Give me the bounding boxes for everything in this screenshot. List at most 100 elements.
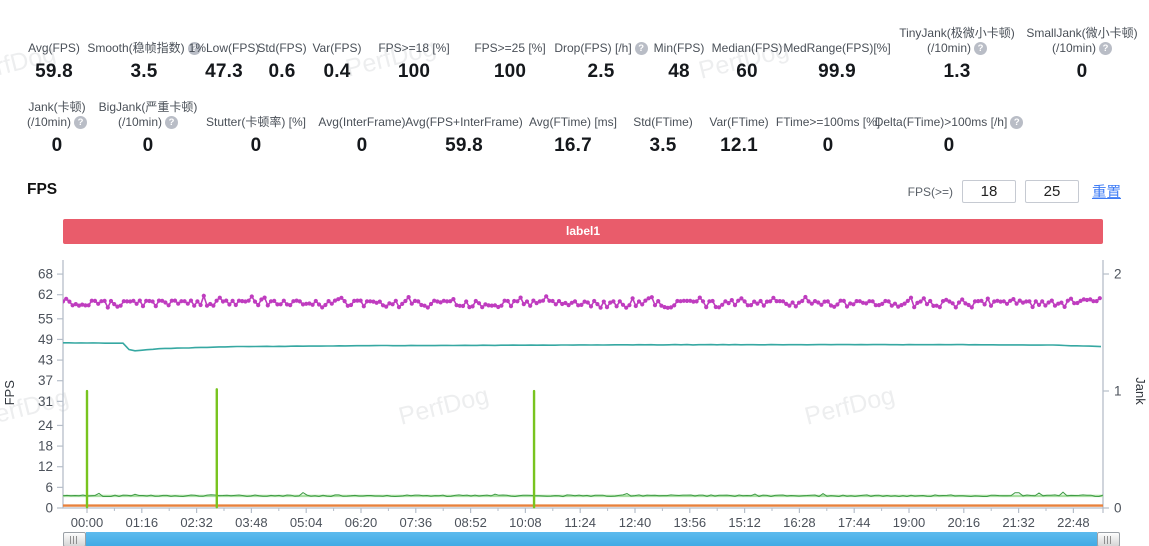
metric-value: 0 [250,135,262,156]
metrics-row-2: Jank(卡顿)?(/10min)?0 BigJank(严重卡顿)?(/10mi… [14,96,1149,157]
grip-icon [1104,535,1113,544]
svg-text:68: 68 [38,267,53,282]
metric-value: 48 [668,61,690,82]
help-icon[interactable]: ? [165,116,178,129]
metric-avg-fps: Avg(FPS)??59.8 [14,22,94,83]
metric-label-line2: (/10min) [926,41,971,55]
metric-std-fps: Std(FPS)??0.6 [254,22,310,83]
svg-text:07:36: 07:36 [400,515,433,530]
svg-text:10:08: 10:08 [509,515,542,530]
metric-fps-ge-18: FPS>=18 [%]??100 [364,22,464,83]
metric-label: Stutter(卡顿率) [%] [205,115,306,129]
metric-median-fps: Median(FPS)??60 [711,22,783,83]
grip-icon [70,535,79,544]
metric-value: 0 [822,135,834,156]
metric-var-fps: Var(FPS)??0.4 [310,22,364,83]
metric-value: 0.4 [323,61,351,82]
svg-text:13:56: 13:56 [674,515,707,530]
metric-avg-fps-interframe: Avg(FPS+InterFrame)??59.8 [405,96,523,157]
metric-label: Avg(FPS) [28,41,80,55]
metric-avg-interframe: Avg(InterFrame)??0 [316,96,408,157]
metric-smooth: Smooth(稳帧指数)??3.5 [87,22,201,83]
svg-text:00:00: 00:00 [71,515,104,530]
svg-text:18: 18 [38,439,53,454]
svg-text:22:48: 22:48 [1057,515,1090,530]
metric-value: 100 [397,61,431,82]
metric-value: 1.3 [943,61,971,82]
svg-text:20:16: 20:16 [948,515,981,530]
svg-text:06:20: 06:20 [345,515,378,530]
help-icon[interactable]: ? [187,42,201,55]
metric-label: Var(FPS) [312,41,362,55]
help-icon[interactable]: ? [634,42,648,55]
metric-ftime-ge-100: FTime>=100ms [%]??0 [775,96,881,157]
metric-label: Median(FPS) [711,41,783,55]
metric-label: FPS>=25 [%] [474,41,546,55]
metric-smalljank: SmallJank(微小卡顿)?(/10min)?0 [1022,22,1142,83]
metric-label: Std(FPS) [257,41,307,55]
svg-text:0: 0 [45,501,53,516]
metric-label: Min(FPS) [653,41,705,55]
metric-label: 1%Low(FPS) [188,41,260,55]
metric-value: 12.1 [720,135,758,156]
svg-text:55: 55 [38,311,53,326]
svg-text:12: 12 [38,459,53,474]
metric-value: 100 [493,61,527,82]
metric-value: 59.8 [445,135,483,156]
svg-text:01:16: 01:16 [126,515,159,530]
help-icon[interactable]: ? [1099,42,1112,55]
svg-text:17:44: 17:44 [838,515,871,530]
fps-threshold-min-input[interactable] [962,180,1016,203]
metric-tinyjank: TinyJank(极微小卡顿)?(/10min)?1.3 [892,22,1022,83]
metric-1pct-low: 1%Low(FPS)??47.3 [189,22,260,83]
metric-bigjank: BigJank(严重卡顿)?(/10min)?0 [99,96,198,157]
metric-value: 0 [943,135,955,156]
metrics-row-1: Avg(FPS)??59.8 Smooth(稳帧指数)??3.5 1%Low(F… [14,22,1149,83]
metric-jank: Jank(卡顿)?(/10min)?0 [14,96,100,157]
help-icon[interactable]: ? [74,116,87,129]
svg-text:11:24: 11:24 [564,515,596,530]
metric-label-line2: (/10min) [26,115,71,129]
metric-min-fps: Min(FPS)??48 [646,22,712,83]
fps-section-title: FPS [27,181,58,198]
metric-medrange-fps: MedRange(FPS)[%]??99.9 [782,22,892,83]
metric-label: FTime>=100ms [%] [775,115,881,129]
metric-label: MedRange(FPS)[%] [783,41,891,55]
metric-drop-fps: Drop(FPS) [/h]??2.5 [554,22,648,83]
svg-text:2: 2 [1114,267,1122,282]
svg-text:02:32: 02:32 [180,515,213,530]
metric-var-ftime: Var(FTime)??12.1 [700,96,778,157]
help-icon[interactable]: ? [1010,116,1024,129]
fps-threshold-max-input[interactable] [1025,180,1079,203]
metric-label: FPS>=18 [%] [378,41,450,55]
svg-text:43: 43 [38,353,53,368]
metric-value: 3.5 [130,61,158,82]
metric-value: 59.8 [35,61,73,82]
metric-value: 0 [142,135,154,156]
svg-text:12:40: 12:40 [619,515,652,530]
svg-text:6: 6 [45,480,53,495]
svg-text:05:04: 05:04 [290,515,323,530]
svg-text:19:00: 19:00 [893,515,926,530]
metric-fps-ge-25: FPS>=25 [%]??100 [464,22,556,83]
reset-link[interactable]: 重置 [1092,185,1121,201]
metric-label: Std(FTime) [633,115,693,129]
scrollbar-right-handle[interactable] [1097,532,1120,546]
scrollbar-range[interactable] [86,532,1097,546]
metric-label: Delta(FTime)>100ms [/h] [874,115,1008,129]
metric-label: Smooth(稳帧指数) [87,41,185,55]
metric-value: 60 [736,61,758,82]
svg-text:08:52: 08:52 [454,515,487,530]
svg-text:16:28: 16:28 [783,515,816,530]
svg-text:62: 62 [38,287,53,302]
metric-value: 3.5 [649,135,677,156]
help-icon[interactable]: ? [974,42,987,55]
svg-text:21:32: 21:32 [1002,515,1035,530]
metric-label: Avg(FPS+InterFrame) [405,115,523,129]
metric-label-line2: (/10min) [1051,41,1096,55]
svg-text:0: 0 [1114,501,1122,516]
scrollbar-left-handle[interactable] [63,532,86,546]
series-label-banner[interactable]: label1 [63,219,1103,244]
